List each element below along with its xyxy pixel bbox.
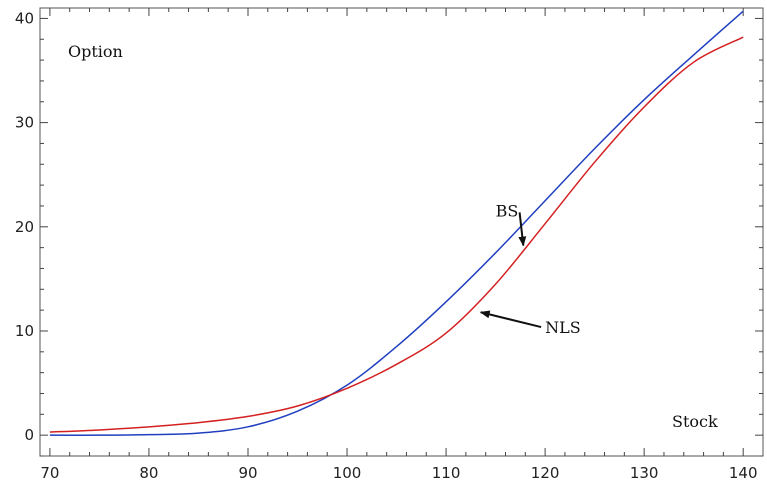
x-tick-label: 110 bbox=[432, 464, 461, 482]
y-tick-label: 10 bbox=[15, 322, 34, 340]
plot-frame bbox=[39, 7, 764, 457]
x-tick-label: 80 bbox=[139, 464, 158, 482]
x-tick-label: 120 bbox=[531, 464, 560, 482]
y-axis-label: Option bbox=[68, 42, 123, 61]
annotation-nls-arrow bbox=[479, 310, 542, 329]
y-tick-label: 0 bbox=[24, 426, 34, 444]
series-line-bs bbox=[49, 10, 744, 436]
x-tick-label: 90 bbox=[238, 464, 257, 482]
annotation-nls-label: NLS bbox=[545, 318, 581, 337]
annotation-bs-label: BS bbox=[496, 201, 519, 220]
y-tick-label: 30 bbox=[15, 114, 34, 132]
x-axis-ticks: 70 80 90 100 110 120 130 140 bbox=[40, 464, 757, 482]
y-tick-label: 40 bbox=[15, 9, 34, 27]
y-axis-ticks: 0 10 20 30 40 bbox=[15, 9, 34, 444]
annotation-bs-arrow bbox=[518, 212, 527, 247]
x-tick-label: 100 bbox=[333, 464, 362, 482]
x-axis-label: Stock bbox=[672, 412, 718, 431]
series-line-nls bbox=[49, 36, 744, 433]
x-tick-label: 70 bbox=[40, 464, 59, 482]
x-tick-label: 140 bbox=[729, 464, 758, 482]
y-tick-label: 20 bbox=[15, 218, 34, 236]
series-lines bbox=[49, 10, 744, 436]
annotations: BS NLS bbox=[479, 201, 581, 337]
x-tick-label: 130 bbox=[630, 464, 659, 482]
plot-border bbox=[39, 7, 764, 457]
